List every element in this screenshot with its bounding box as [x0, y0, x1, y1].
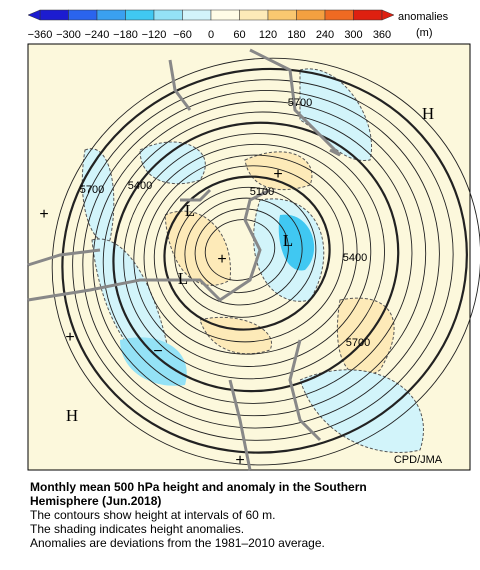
- plus-marker: +: [39, 206, 48, 223]
- colorbar-bin: [68, 9, 98, 21]
- contour: [174, 186, 317, 318]
- colorbar-bin: [210, 9, 240, 21]
- caption-title: Monthly mean 500 hPa height and anomaly …: [30, 480, 367, 494]
- colorbar-tick-label: 0: [208, 29, 214, 41]
- colorbar-end: [27, 9, 41, 21]
- colorbar-bin: [324, 9, 354, 21]
- map-figure: 5700 5700 5400 5100 5400 5700 H H L L L …: [27, 9, 480, 471]
- contour: [82, 90, 440, 429]
- colorbar-unit: (m): [416, 27, 433, 39]
- caption-line: Anomalies are deviations from the 1981–2…: [30, 536, 325, 550]
- contour: [184, 197, 303, 306]
- caption-line: The contours show height at intervals of…: [30, 508, 276, 522]
- colorbar-tick-label: 300: [344, 29, 362, 41]
- colorbar-tick-label: −300: [56, 29, 81, 41]
- contour: [72, 79, 454, 441]
- plus-marker: +: [273, 166, 282, 183]
- colorbar-tick-label: −120: [142, 29, 167, 41]
- colorbar-tick-label: −240: [85, 29, 110, 41]
- contour: [123, 133, 385, 380]
- contour: [163, 175, 331, 331]
- colorbar: −360 −300 −240 −180 −120 −60 0 60 120 180 240 300 36…: [27, 9, 395, 41]
- low-marker: L: [178, 269, 188, 288]
- contour-label: 5700: [80, 184, 104, 196]
- contour: [51, 57, 480, 466]
- colorbar-tick-label: 180: [287, 29, 305, 41]
- colorbar-bin: [39, 9, 69, 21]
- colorbar-tick-label: 120: [259, 29, 277, 41]
- colorbar-bin: [353, 9, 383, 21]
- contour-label: 5700: [346, 337, 370, 349]
- plus-marker: +: [217, 251, 226, 268]
- contour-label: 5100: [250, 186, 274, 198]
- contour: [92, 100, 427, 417]
- contour-label: 5400: [128, 180, 152, 192]
- low-marker: L: [185, 201, 195, 220]
- plus-marker: +: [65, 329, 74, 346]
- minus-marker: −: [153, 343, 162, 360]
- colorbar-label: anomalies: [398, 11, 449, 23]
- coastlines: [27, 48, 342, 471]
- colorbar-tick-label: −60: [173, 29, 192, 41]
- colorbar-tick-label: −360: [28, 29, 53, 41]
- colorbar-end: [381, 9, 395, 21]
- colorbar-tick-label: 240: [316, 29, 334, 41]
- low-marker: L: [283, 231, 293, 250]
- colorbar-bin: [267, 9, 297, 21]
- contour: [133, 143, 372, 367]
- caption-line: The shading indicates height anomalies.: [30, 522, 245, 536]
- colorbar-bin: [125, 9, 155, 21]
- contour: [143, 154, 358, 355]
- colorbar-tick-label: −180: [113, 29, 138, 41]
- contour: [204, 219, 276, 281]
- colorbar-tick-label: 60: [233, 29, 245, 41]
- colorbar-bin: [96, 9, 126, 21]
- colorbar-bin: [239, 9, 269, 21]
- colorbar-tick-label: 360: [373, 29, 391, 41]
- plus-marker: +: [235, 452, 244, 469]
- caption-title: Hemisphere (Jun.2018): [30, 494, 162, 508]
- high-marker: H: [66, 406, 78, 425]
- colorbar-bin: [182, 9, 212, 21]
- contour: [153, 165, 344, 343]
- contour-label: 5700: [288, 97, 312, 109]
- high-marker: H: [422, 104, 434, 123]
- colorbar-bin: [296, 9, 326, 21]
- colorbar-bin: [153, 9, 183, 21]
- contour: [61, 67, 468, 454]
- contour: [194, 208, 289, 294]
- credit: CPD/JMA: [394, 454, 443, 466]
- contour-label: 5400: [343, 252, 367, 264]
